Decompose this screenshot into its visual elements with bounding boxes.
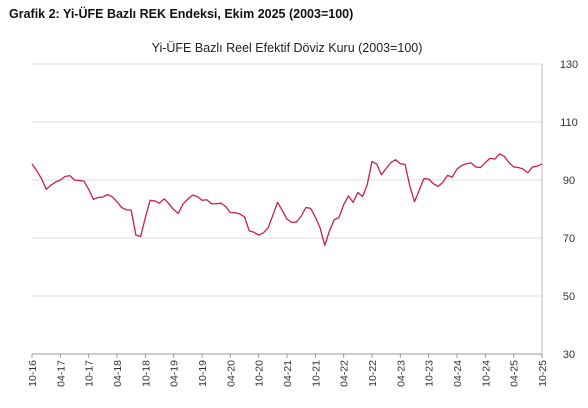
x-tick-label: 10-22	[367, 360, 379, 387]
y-tick-label: 90	[563, 175, 575, 187]
chart-grid	[32, 63, 542, 355]
y-tick-label: 130	[560, 59, 578, 71]
y-axis-ticks: 30 50 70 90 110 130	[560, 59, 578, 361]
chart-series	[31, 153, 543, 246]
x-tick-label: 10-16	[27, 360, 39, 387]
x-tick-label: 10-21	[310, 360, 322, 387]
y-tick-label: 70	[563, 233, 575, 245]
x-tick-label: 10-24	[480, 360, 492, 387]
x-tick-label: 10-17	[84, 360, 96, 387]
x-tick-label: 04-21	[282, 360, 294, 387]
y-tick-label: 50	[563, 291, 575, 303]
x-tick-label: 10-19	[197, 360, 209, 387]
x-tick-label: 04-24	[452, 360, 464, 387]
x-tick-label: 10-25	[537, 360, 549, 387]
x-tick-label: 10-20	[254, 360, 266, 387]
x-tick-label: 10-23	[424, 360, 436, 387]
page-title: Grafik 2: Yi-ÜFE Bazlı REK Endeksi, Ekim…	[9, 7, 354, 21]
x-axis-ticks: 10-16 04-17 10-17 04-18 10-18 04-19 10-19 04-20…	[27, 360, 549, 387]
x-tick-label: 04-22	[339, 360, 351, 387]
x-tick-label: 04-18	[112, 360, 124, 387]
x-tick-label: 04-17	[55, 360, 67, 387]
y-tick-label: 110	[560, 117, 578, 129]
chart-axes	[31, 64, 543, 358]
x-tick-label: 04-20	[225, 360, 237, 387]
x-tick-label: 04-23	[395, 360, 407, 387]
x-tick-label: 04-19	[169, 360, 181, 387]
chart-title: Yi-ÜFE Bazlı Reel Efektif Döviz Kuru (20…	[151, 41, 423, 55]
x-tick-label: 04-25	[509, 360, 521, 387]
y-tick-label: 30	[563, 349, 575, 361]
x-tick-label: 10-18	[140, 360, 152, 387]
series-line-0	[31, 153, 543, 246]
